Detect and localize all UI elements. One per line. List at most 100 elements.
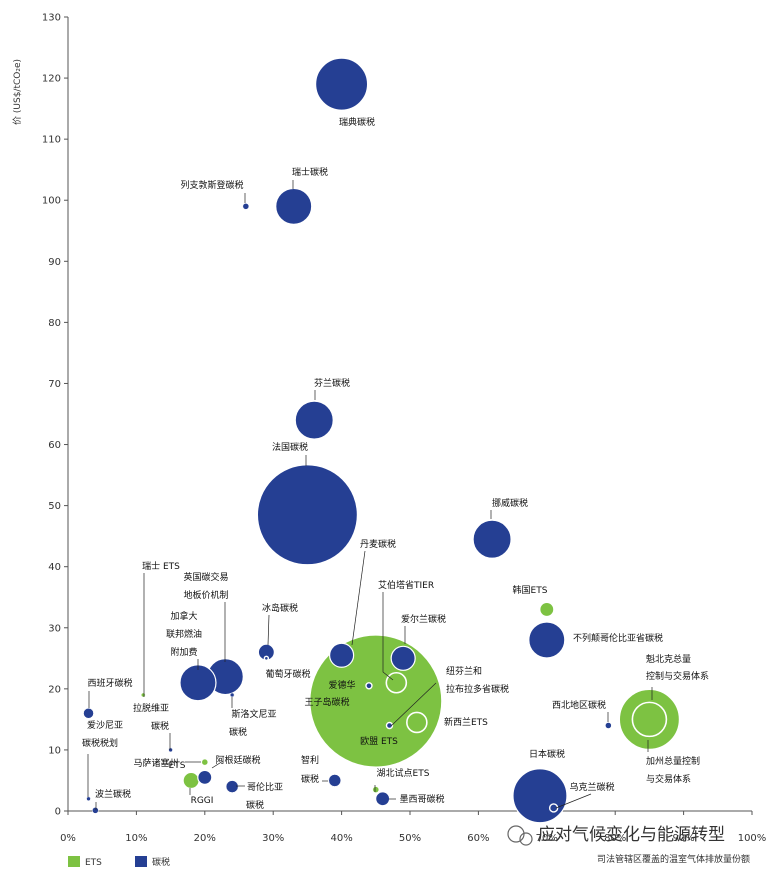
bubble-label: 瑞士碳税	[292, 166, 328, 178]
x-tick-label: 90%	[672, 833, 694, 844]
bubble-label: 英国碳交易	[183, 571, 228, 583]
y-tick-label: 50	[48, 501, 61, 512]
bubble-label: 墨西哥碳税	[399, 793, 444, 805]
bubble	[539, 601, 555, 618]
bubble	[329, 642, 355, 668]
bubble-label: 不列颠哥伦比亚省碳税	[573, 632, 663, 644]
bubble-label: 拉布拉多省碳税	[446, 683, 509, 695]
x-tick-label: 80%	[604, 833, 626, 844]
y-tick-label: 70	[48, 379, 61, 390]
bubble-label: 纽芬兰和	[446, 665, 482, 677]
x-tick-label: 0%	[60, 833, 76, 844]
bubble	[83, 708, 94, 719]
bubble-dot	[365, 682, 373, 690]
x-tick-label: 60%	[467, 833, 489, 844]
legend-swatch	[135, 856, 147, 867]
bubble	[256, 464, 358, 566]
bubble-label: 爱尔兰碳税	[401, 613, 446, 625]
bubble-label: 爱沙尼亚	[87, 720, 123, 731]
bubble-ring	[631, 701, 668, 738]
bubble-label: 碳税	[246, 799, 264, 811]
bubble-label: 阿根廷碳税	[215, 754, 260, 766]
bubble-label: 哥伦比亚	[247, 781, 283, 793]
leader-line	[390, 682, 437, 727]
bubble	[201, 758, 209, 766]
bubble-label: 冰岛碳税	[262, 602, 298, 614]
bubble-label: 爱德华	[328, 679, 355, 691]
bubble-label: 地板价机制	[183, 589, 228, 601]
bubble-label: 碳税	[301, 773, 319, 785]
y-tick-label: 80	[48, 318, 61, 329]
bubble	[229, 692, 235, 698]
bubble-label: 王子岛碳税	[304, 696, 349, 708]
y-axis-label: 价 (US$/tCO₂e)	[12, 59, 23, 125]
leader-line	[267, 614, 270, 646]
bubble-label: 联邦燃油	[166, 628, 202, 640]
bubble-label: 日本碳税	[529, 748, 565, 760]
x-tick-label: 100%	[738, 833, 767, 844]
bubble	[92, 807, 99, 814]
y-tick-label: 90	[48, 257, 61, 268]
wechat-logo-bubble	[507, 825, 525, 843]
y-tick-label: 60	[48, 440, 61, 451]
bubble-label: ETS	[169, 761, 186, 771]
leader-line	[351, 550, 366, 646]
axes: 0 10 20 30 40 50 60 70 80 90 100 110 120 130 0% 10% 20% 3…	[42, 13, 766, 845]
bubble	[372, 786, 380, 793]
bubble-label: 艾伯塔省TIER	[378, 579, 434, 591]
bubble	[605, 722, 612, 729]
bubble-label: 斯洛文尼亚	[231, 708, 276, 720]
bubble	[315, 57, 369, 111]
x-tick-label: 40%	[330, 833, 352, 844]
wechat-logo-icon	[507, 825, 533, 846]
bubble	[275, 187, 313, 225]
bubble	[472, 519, 512, 559]
leader-line	[211, 760, 224, 769]
bubble-label: 附加费	[170, 646, 197, 658]
x-tick-label: 30%	[262, 833, 284, 844]
bubble-label: 智利	[301, 754, 319, 766]
bubble-label: 韩国ETS	[513, 584, 548, 596]
bubble-label: 列支敦斯登碳税	[180, 179, 243, 191]
bubble-label: 丹麦碳税	[360, 538, 396, 550]
bubble-label: 瑞士 ETS	[142, 560, 180, 572]
leader-line	[382, 592, 394, 681]
bubble-ring	[406, 711, 428, 734]
bubble-label: 控制与交易体系	[646, 670, 709, 682]
bubble-label: 碳税	[229, 726, 247, 738]
y-tick-label: 0	[55, 807, 61, 818]
bubble-label: 瑞典碳税	[339, 116, 375, 128]
bubble-label: 湖北试点ETS	[377, 767, 430, 779]
bubble-label: 芬兰碳税	[314, 377, 350, 389]
bubble-label: 乌克兰碳税	[569, 781, 614, 793]
bubble	[179, 664, 217, 702]
legend-swatch	[68, 856, 80, 867]
bubble	[294, 400, 334, 440]
x-axis-label: 司法管辖区覆盖的温室气体排放量份额	[597, 853, 750, 865]
bubble	[618, 688, 681, 750]
wechat-logo-bubble	[519, 832, 533, 846]
bubble-label: 魁北克总量	[646, 653, 691, 665]
watermark-text: 应对气候变化与能源转型	[538, 825, 725, 845]
legend-label: ETS	[85, 858, 102, 868]
bubble	[328, 774, 342, 787]
bubble	[168, 747, 173, 753]
x-tick-label: 50%	[399, 833, 421, 844]
bubble-label: 与交易体系	[646, 773, 691, 785]
bubble-label: 拉脱维亚	[133, 702, 169, 714]
bubble-label: RGGI	[191, 796, 214, 806]
bubble-label: 新西兰ETS	[444, 716, 488, 728]
bubble	[140, 692, 146, 698]
bubble	[375, 791, 391, 807]
bubble-label: 欧盟 ETS	[360, 735, 398, 747]
bubble	[390, 645, 416, 671]
bubble-label: 波兰碳税	[95, 788, 131, 800]
bubble	[86, 796, 91, 802]
bubble-dot	[263, 655, 270, 662]
y-tick-label: 100	[42, 196, 61, 207]
bubble	[225, 780, 239, 793]
bubbles	[83, 57, 681, 824]
bubble-label: 西北地区碳税	[552, 699, 606, 711]
x-tick-label: 70%	[536, 833, 558, 844]
